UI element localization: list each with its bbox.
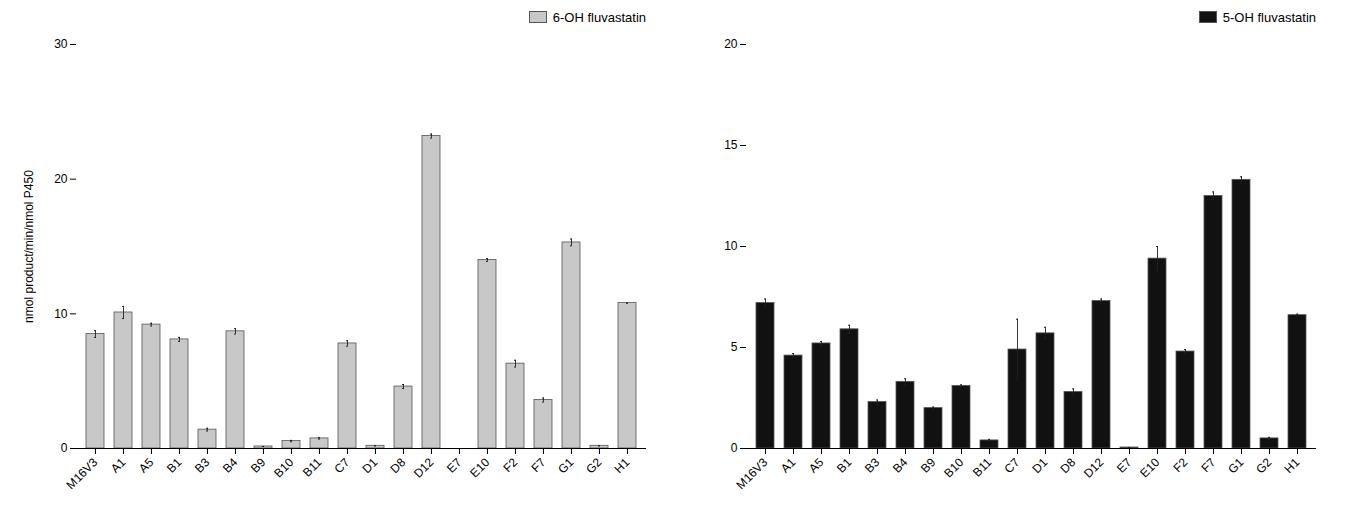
svg-text:0: 0 [731,441,738,455]
svg-text:B10: B10 [941,455,966,480]
svg-text:H1: H1 [612,455,633,476]
svg-text:E7: E7 [1114,455,1135,476]
svg-text:A1: A1 [108,455,129,476]
svg-text:D12: D12 [1081,455,1107,481]
svg-text:B1: B1 [164,455,185,476]
svg-text:D1: D1 [1030,455,1051,476]
svg-text:D8: D8 [1058,455,1079,476]
svg-text:B3: B3 [862,455,883,476]
svg-text:C7: C7 [332,455,353,476]
svg-text:20: 20 [724,37,738,51]
svg-text:B11: B11 [300,455,325,480]
html-text:5-OH fluvastatin: 5-OH fluvastatin [1222,9,1316,25]
svg-text:B9: B9 [918,455,939,476]
svg-text:B11: B11 [970,455,995,480]
svg-text:E10: E10 [1137,455,1162,480]
svg-text:B10: B10 [271,455,296,480]
svg-text:F7: F7 [1199,455,1219,475]
svg-text:nmol product/min/nmol P450: nmol product/min/nmol P450 [22,170,36,323]
svg-text:B9: B9 [248,455,269,476]
svg-text:E7: E7 [444,455,465,476]
svg-text:G1: G1 [555,455,576,476]
svg-text:B1: B1 [834,455,855,476]
svg-text:D8: D8 [388,455,409,476]
svg-text:0: 0 [61,441,68,455]
svg-text:G1: G1 [1225,455,1246,476]
svg-text:A1: A1 [778,455,799,476]
svg-text:F7: F7 [529,455,549,475]
svg-text:30: 30 [54,37,68,51]
svg-text:M16V3: M16V3 [734,455,771,492]
svg-text:A5: A5 [806,455,827,476]
svg-text:B3: B3 [192,455,213,476]
svg-text:10: 10 [724,239,738,253]
svg-text:F2: F2 [501,455,521,475]
svg-text:M16V3: M16V3 [64,455,101,492]
svg-text:C7: C7 [1002,455,1023,476]
svg-text:20: 20 [54,172,68,186]
svg-text:5: 5 [731,340,738,354]
svg-text:G2: G2 [583,455,604,476]
svg-text:B4: B4 [220,455,241,476]
svg-text:E10: E10 [467,455,492,480]
svg-text:15: 15 [724,138,738,152]
svg-text:F2: F2 [1171,455,1191,475]
svg-text:10: 10 [54,307,68,321]
svg-text:B4: B4 [890,455,911,476]
svg-text:D1: D1 [360,455,381,476]
html-text:6-OH fluvastatin: 6-OH fluvastatin [552,9,646,25]
svg-text:H1: H1 [1282,455,1303,476]
svg-text:G2: G2 [1253,455,1274,476]
svg-text:A5: A5 [136,455,157,476]
svg-text:D12: D12 [411,455,437,481]
